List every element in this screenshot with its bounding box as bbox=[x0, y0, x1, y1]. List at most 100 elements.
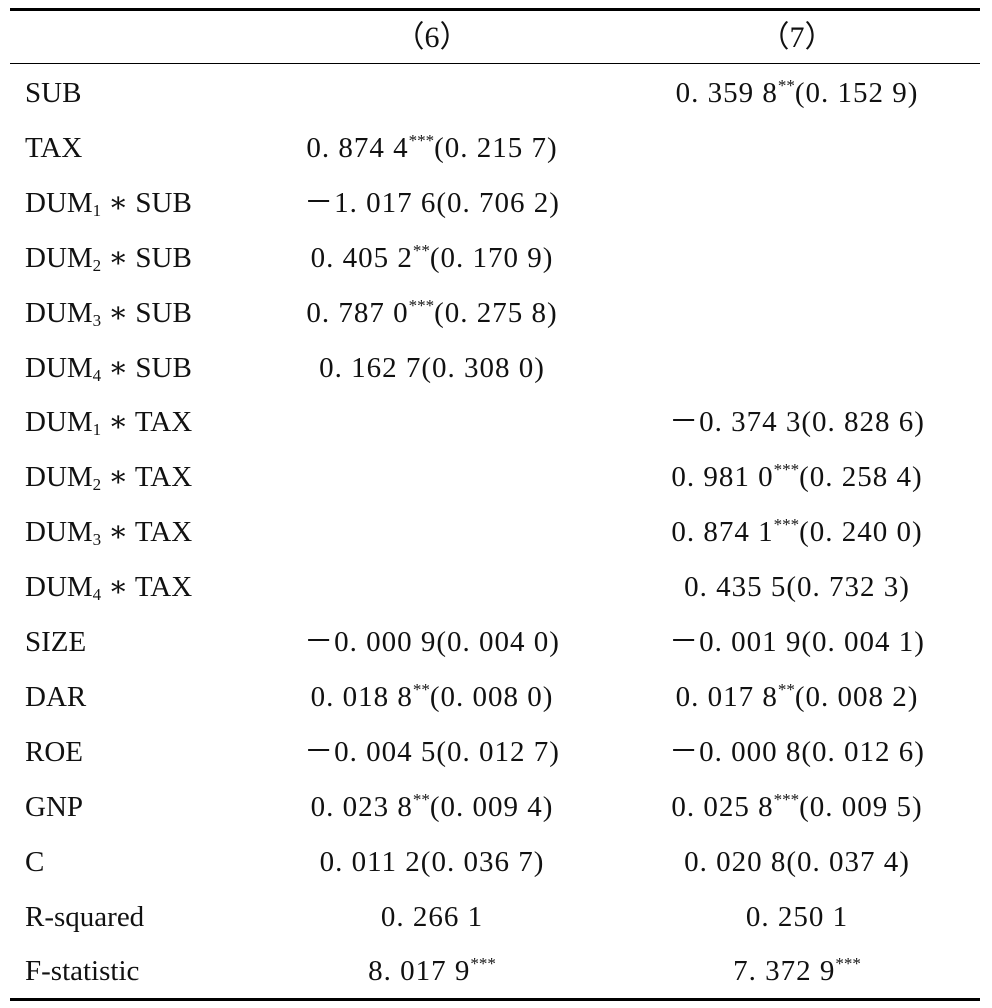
significance-stars: ** bbox=[412, 240, 430, 260]
variable-name: DUM4 ∗ TAX bbox=[25, 571, 193, 605]
variable-name: DUM4 ∗ SUB bbox=[25, 351, 192, 385]
significance-stars: ** bbox=[777, 679, 795, 699]
coefficient-cell-6: 8. 017 9*** bbox=[368, 954, 496, 988]
variable-name: R-squared bbox=[25, 900, 145, 933]
standard-error: (0. 152 9) bbox=[794, 77, 919, 109]
variable-name: DUM3 ∗ SUB bbox=[25, 296, 192, 330]
variable-name: DUM1 ∗ TAX bbox=[25, 406, 193, 440]
standard-error: (0. 732 3) bbox=[786, 571, 910, 604]
standard-error: (0. 828 6) bbox=[801, 406, 925, 439]
significance-stars: ** bbox=[412, 679, 430, 699]
significance-stars: *** bbox=[773, 789, 800, 809]
variable-name: ROE bbox=[25, 735, 83, 768]
table-row: DAR 0. 018 8**(0. 008 0) 0. 017 8**(0. 008… bbox=[0, 670, 992, 724]
standard-error: (0. 275 8) bbox=[434, 296, 558, 329]
coefficient-cell-6: 0. 787 0***(0. 275 8) bbox=[306, 295, 558, 329]
coefficient-cell-7: 0. 359 8**(0. 152 9) bbox=[675, 76, 919, 109]
standard-error: (0. 706 2) bbox=[436, 186, 560, 219]
coefficient-cell-7: 0. 020 8(0. 037 4) bbox=[684, 845, 910, 878]
variable-name: GNP bbox=[25, 790, 84, 823]
variable-name: SIZE bbox=[25, 626, 87, 658]
coefficient-cell-6 bbox=[282, 450, 582, 504]
column-header-6: （6） bbox=[394, 21, 470, 54]
standard-error: (0. 037 4) bbox=[786, 845, 910, 878]
variable-name: TAX bbox=[25, 131, 83, 164]
coefficient-cell-6: 0. 023 8**(0. 009 4) bbox=[310, 789, 554, 823]
standard-error: (0. 170 9) bbox=[429, 241, 554, 274]
table-row: SIZE －0. 000 9(0. 004 0) －0. 001 9(0. 004 … bbox=[0, 615, 992, 669]
table-row: DUM4 ∗ TAX 0. 435 5(0. 732 3) bbox=[0, 560, 992, 614]
coefficient-cell-6: －1. 017 6(0. 706 2) bbox=[304, 186, 560, 219]
column-header-7: （7） bbox=[759, 21, 835, 54]
standard-error: (0. 036 7) bbox=[420, 845, 545, 878]
table-row: DUM1 ∗ SUB －1. 017 6(0. 706 2) bbox=[0, 176, 992, 230]
coefficient-cell-6: －0. 000 9(0. 004 0) bbox=[304, 626, 560, 658]
variable-name: DUM2 ∗ SUB bbox=[25, 241, 192, 275]
variable-name: F-statistic bbox=[25, 955, 140, 988]
coefficient-cell-6: 0. 405 2**(0. 170 9) bbox=[310, 240, 554, 274]
coefficient-cell-7: 0. 250 1 bbox=[745, 900, 849, 933]
table-row: DUM3 ∗ SUB 0. 787 0***(0. 275 8) bbox=[0, 286, 992, 340]
variable-name: DUM2 ∗ TAX bbox=[25, 461, 193, 495]
standard-error: (0. 308 0) bbox=[421, 351, 545, 384]
standard-error: (0. 008 0) bbox=[429, 680, 554, 713]
coefficient-cell-6 bbox=[282, 66, 582, 120]
header-rule bbox=[10, 63, 980, 64]
coefficient-cell-6 bbox=[282, 560, 582, 614]
standard-error: (0. 004 1) bbox=[801, 626, 925, 658]
coefficient-cell-6: 0. 162 7(0. 308 0) bbox=[319, 351, 545, 384]
table-row: GNP 0. 023 8**(0. 009 4) 0. 025 8***(0. 00… bbox=[0, 780, 992, 834]
table-row: R-squared 0. 266 1 0. 250 1 bbox=[0, 890, 992, 944]
coefficient-cell-6: －0. 004 5(0. 012 7) bbox=[304, 735, 560, 768]
standard-error: (0. 215 7) bbox=[434, 131, 558, 164]
coefficient-cell-7: 0. 017 8**(0. 008 2) bbox=[675, 679, 919, 713]
table-top-rule bbox=[10, 8, 980, 11]
variable-name: DAR bbox=[25, 680, 87, 713]
coefficient-cell-6: 0. 266 1 bbox=[380, 900, 484, 933]
table-row: DUM2 ∗ TAX 0. 981 0***(0. 258 4) bbox=[0, 450, 992, 504]
table-row: C 0. 011 2(0. 036 7) 0. 020 8(0. 037 4) bbox=[0, 835, 992, 889]
table-row: DUM1 ∗ TAX －0. 374 3(0. 828 6) bbox=[0, 395, 992, 449]
table-row: SUB 0. 359 8**(0. 152 9) bbox=[0, 66, 992, 120]
coefficient-cell-6: 0. 011 2(0. 036 7) bbox=[319, 845, 545, 878]
coefficient-cell-7: 7. 372 9*** bbox=[733, 954, 861, 988]
table-row: DUM4 ∗ SUB 0. 162 7(0. 308 0) bbox=[0, 341, 992, 395]
table-row: ROE －0. 004 5(0. 012 7) －0. 000 8(0. 012 6… bbox=[0, 725, 992, 779]
significance-stars: *** bbox=[835, 954, 861, 974]
variable-name: DUM1 ∗ SUB bbox=[25, 186, 192, 220]
significance-stars: *** bbox=[408, 295, 435, 315]
coefficient-cell-6 bbox=[282, 395, 582, 449]
variable-name: DUM3 ∗ TAX bbox=[25, 516, 193, 550]
coefficient-cell-7: 0. 981 0***(0. 258 4) bbox=[671, 460, 923, 494]
coefficient-cell-7: 0. 435 5(0. 732 3) bbox=[684, 571, 910, 604]
coefficient-cell-7 bbox=[647, 121, 947, 175]
standard-error: (0. 258 4) bbox=[799, 461, 923, 494]
coefficient-cell-7: 0. 025 8***(0. 009 5) bbox=[671, 789, 923, 823]
standard-error: (0. 008 2) bbox=[794, 680, 919, 713]
coefficient-cell-7 bbox=[647, 341, 947, 395]
coefficient-cell-7 bbox=[647, 286, 947, 340]
coefficient-cell-6: 0. 018 8**(0. 008 0) bbox=[310, 679, 554, 713]
significance-stars: *** bbox=[773, 460, 800, 480]
significance-stars: *** bbox=[773, 515, 800, 535]
standard-error: (0. 009 5) bbox=[799, 790, 923, 823]
significance-stars: *** bbox=[470, 954, 496, 974]
standard-error: (0. 012 7) bbox=[436, 735, 560, 768]
variable-name: C bbox=[25, 845, 45, 878]
standard-error: (0. 004 0) bbox=[436, 626, 560, 658]
coefficient-cell-7 bbox=[647, 231, 947, 285]
standard-error: (0. 009 4) bbox=[429, 790, 554, 823]
coefficient-cell-7: －0. 000 8(0. 012 6) bbox=[669, 735, 925, 768]
significance-stars: ** bbox=[412, 789, 430, 809]
significance-stars: ** bbox=[777, 76, 795, 95]
table-row: F-statistic 8. 017 9*** 7. 372 9*** bbox=[0, 944, 992, 998]
coefficient-cell-6: 0. 874 4***(0. 215 7) bbox=[306, 130, 558, 164]
coefficient-cell-7: －0. 001 9(0. 004 1) bbox=[669, 626, 925, 658]
table-row: DUM3 ∗ TAX 0. 874 1***(0. 240 0) bbox=[0, 505, 992, 559]
table-row: DUM2 ∗ SUB 0. 405 2**(0. 170 9) bbox=[0, 231, 992, 285]
coefficient-cell-7: 0. 874 1***(0. 240 0) bbox=[671, 515, 923, 549]
standard-error: (0. 012 6) bbox=[801, 735, 925, 768]
coefficient-cell-7: －0. 374 3(0. 828 6) bbox=[669, 406, 925, 439]
significance-stars: *** bbox=[408, 130, 435, 150]
coefficient-cell-6 bbox=[282, 505, 582, 559]
